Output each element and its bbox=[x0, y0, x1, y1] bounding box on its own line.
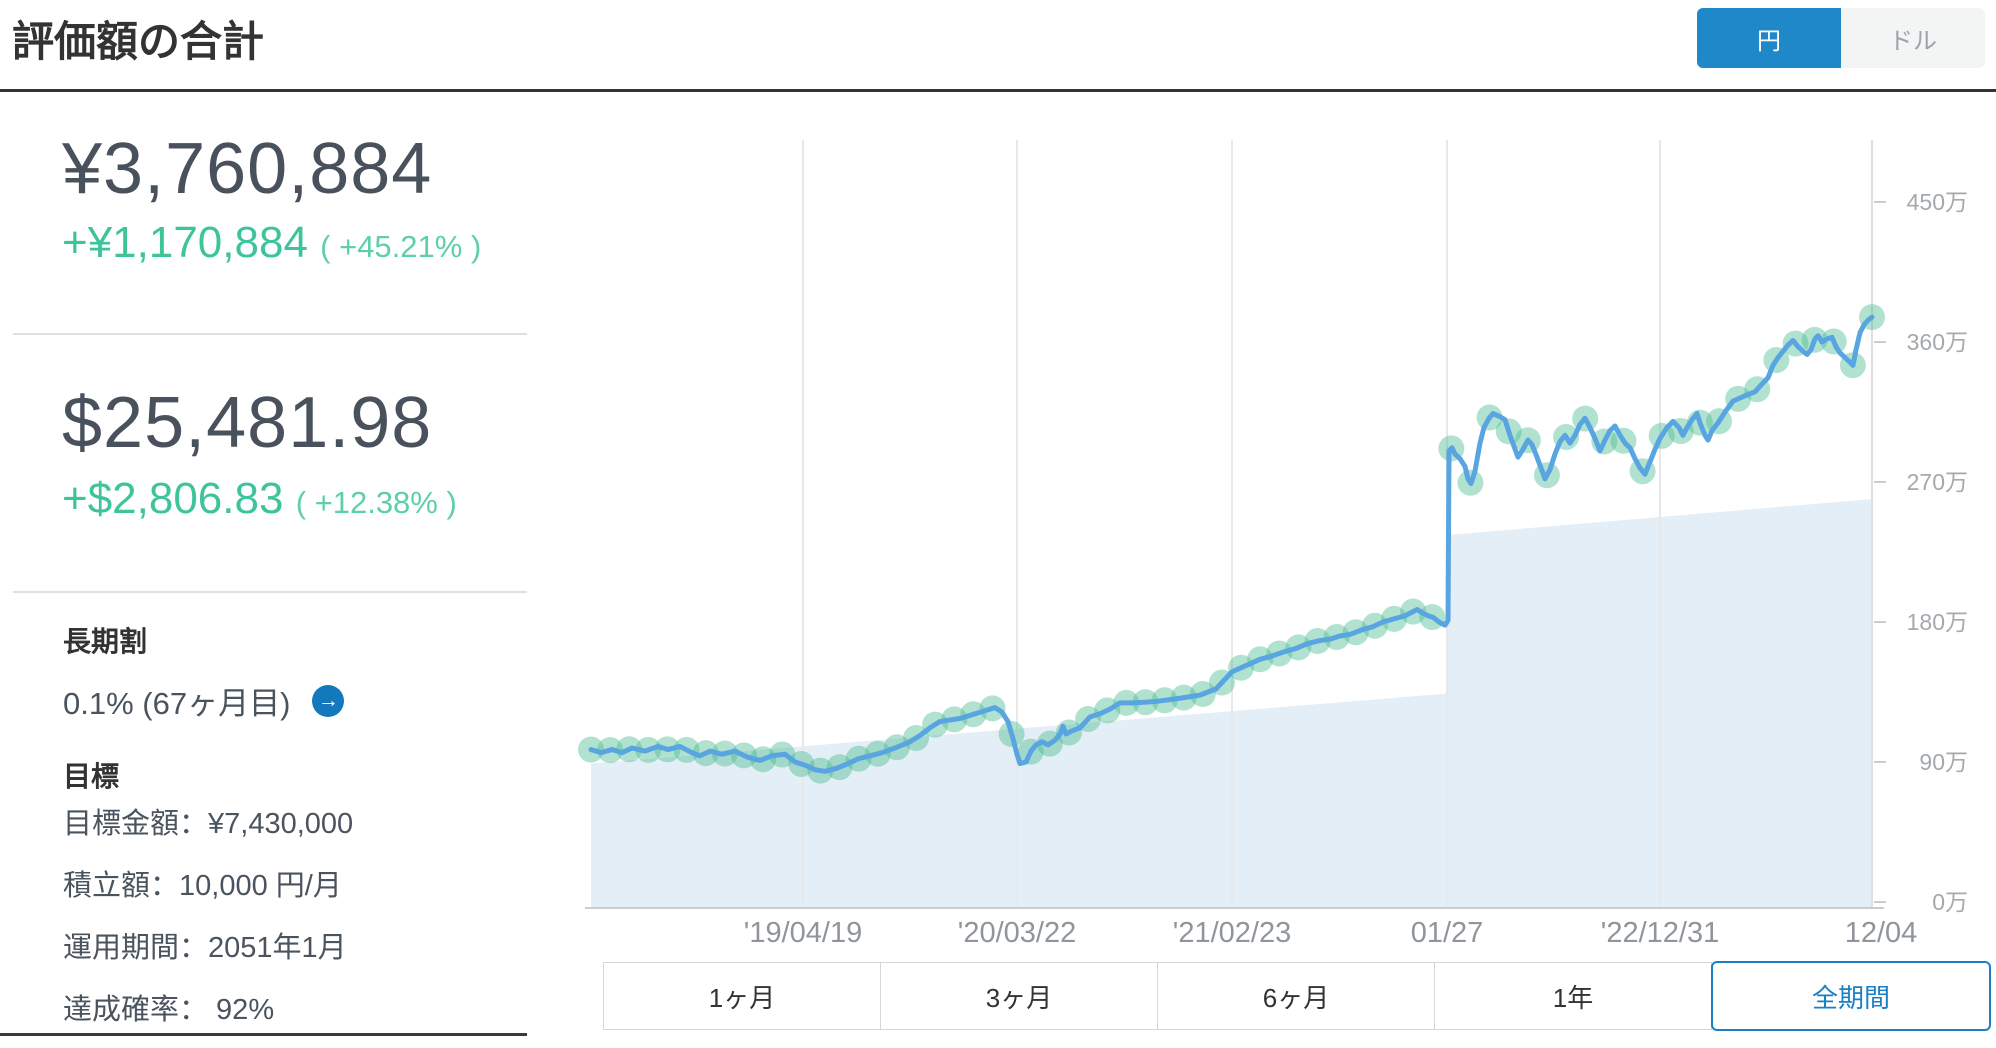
goal-row: 積立額：10,000 円/月 bbox=[63, 870, 342, 902]
goal-row: 達成確率： 92% bbox=[63, 994, 275, 1026]
yen-total-value: ¥3,760,884 bbox=[62, 129, 433, 209]
y-axis-label: 0万 bbox=[1932, 889, 1968, 915]
page-title: 評価額の合計 bbox=[12, 18, 265, 65]
goal-heading: 目標 bbox=[63, 761, 120, 792]
usd-change-percent: ( +12.38% ) bbox=[295, 485, 457, 520]
long-term-discount-value: 0.1% (67ヶ月目) → bbox=[63, 678, 345, 723]
currency-yen-button[interactable]: 円 bbox=[1697, 8, 1841, 68]
goal-row: 運用期間：2051年1月 bbox=[63, 932, 347, 964]
discount-rate-text: 0.1% (67ヶ月目) bbox=[63, 686, 291, 721]
x-axis-label: '19/04/19 bbox=[744, 917, 862, 949]
currency-toggle: 円 ドル bbox=[1697, 8, 1985, 68]
usd-change: +$2,806.83 ( +12.38% ) bbox=[62, 474, 457, 524]
period-selector: 1ヶ月 3ヶ月 6ヶ月 1年 全期間 bbox=[603, 961, 1991, 1031]
usd-total-value: $25,481.98 bbox=[62, 383, 433, 463]
period-button-3ヶ月[interactable]: 3ヶ月 bbox=[881, 962, 1158, 1030]
y-axis-label: 450万 bbox=[1907, 189, 1968, 215]
long-term-discount-heading: 長期割 bbox=[63, 626, 148, 657]
x-axis-label: 12/04 bbox=[1845, 917, 1918, 949]
currency-dollar-button[interactable]: ドル bbox=[1841, 8, 1985, 68]
goal-row: 目標金額：¥7,430,000 bbox=[63, 808, 354, 840]
y-axis-label: 270万 bbox=[1907, 469, 1968, 495]
x-axis-label: 01/27 bbox=[1411, 917, 1484, 949]
panel-bottom-divider bbox=[0, 1033, 527, 1036]
period-button-6ヶ月[interactable]: 6ヶ月 bbox=[1158, 962, 1435, 1030]
usd-change-amount: +$2,806.83 bbox=[62, 474, 284, 523]
yen-change-percent: ( +45.21% ) bbox=[320, 229, 482, 264]
header-divider bbox=[0, 89, 1996, 92]
x-axis-label: '21/02/23 bbox=[1173, 917, 1291, 949]
period-button-1ヶ月[interactable]: 1ヶ月 bbox=[603, 962, 881, 1030]
x-axis-label: '20/03/22 bbox=[958, 917, 1076, 949]
y-axis-label: 360万 bbox=[1907, 329, 1968, 355]
discount-detail-arrow-button[interactable]: → bbox=[312, 684, 345, 717]
period-button-1年[interactable]: 1年 bbox=[1435, 962, 1712, 1030]
right-arrow-icon: → bbox=[317, 688, 339, 712]
valuation-line bbox=[588, 314, 1875, 774]
y-axis-label: 90万 bbox=[1919, 749, 1968, 775]
section-divider bbox=[13, 333, 527, 335]
x-axis-label: '22/12/31 bbox=[1601, 917, 1719, 949]
yen-change: +¥1,170,884 ( +45.21% ) bbox=[62, 218, 481, 268]
yen-change-amount: +¥1,170,884 bbox=[62, 218, 308, 267]
section-divider bbox=[13, 591, 527, 593]
period-button-全期間[interactable]: 全期間 bbox=[1711, 961, 1991, 1031]
principal-area bbox=[591, 499, 1872, 908]
goal-rows: 目標金額：¥7,430,000 積立額：10,000 円/月 運用期間：2051年1… bbox=[63, 800, 353, 1048]
y-axis-label: 180万 bbox=[1907, 609, 1968, 635]
